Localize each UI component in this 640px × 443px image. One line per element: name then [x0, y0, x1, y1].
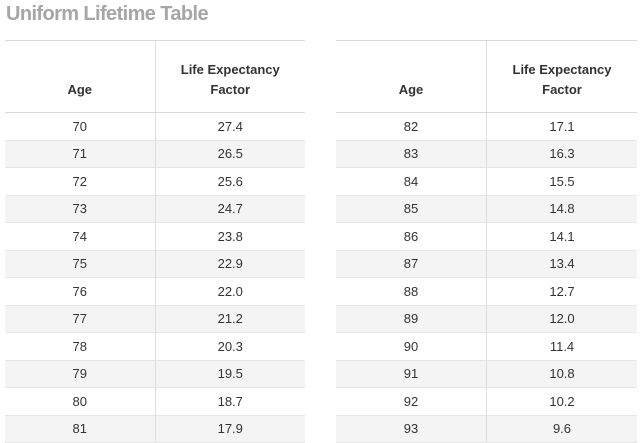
column-header: Age	[5, 40, 155, 113]
factor-cell: 10.2	[486, 387, 637, 416]
table-row: 80 18.7	[5, 387, 305, 416]
age-cell: 85	[336, 195, 487, 223]
table-row: 77 21.2	[5, 305, 305, 333]
table-row: 93 9.6	[336, 415, 637, 443]
factor-cell: 16.3	[486, 140, 637, 168]
column-header-text: Age	[398, 82, 424, 97]
title: Uniform Lifetime Table	[6, 3, 209, 25]
age-cell: 81	[5, 415, 155, 443]
table-row: 83 16.3	[336, 140, 637, 168]
lifetime-table: Age Life Expectancy Factor 70 27.4 71 26.5 72 2…	[5, 40, 305, 443]
age-cell: 91	[336, 360, 487, 388]
table-row: 72 25.6	[5, 167, 305, 196]
age-cell: 75	[5, 250, 155, 278]
table-row: 84 15.5	[336, 167, 637, 196]
age-cell: 86	[336, 222, 487, 251]
factor-cell: 17.9	[154, 415, 305, 443]
column-header: Age	[336, 40, 487, 113]
factor-cell: 22.0	[154, 277, 305, 306]
column-header: Life Expectancy Factor	[154, 40, 305, 113]
table-row: 73 24.7	[5, 195, 305, 223]
factor-cell: 13.4	[486, 250, 637, 278]
table-row: 76 22.0	[5, 277, 305, 306]
factor-cell: 20.3	[154, 332, 305, 361]
factor-cell: 11.4	[486, 332, 637, 361]
factor-cell: 12.0	[486, 305, 637, 333]
table-row: 91 10.8	[336, 360, 637, 388]
age-cell: 84	[336, 167, 487, 196]
lifetime-table: Age Life Expectancy Factor 82 17.1 83 16.3 84 1…	[336, 40, 637, 443]
factor-cell: 15.5	[486, 167, 637, 196]
age-cell: 77	[5, 305, 155, 333]
factor-cell: 22.9	[154, 250, 305, 278]
age-cell: 71	[5, 140, 155, 168]
age-cell: 74	[5, 222, 155, 251]
table-row: 75 22.9	[5, 250, 305, 278]
age-cell: 70	[5, 112, 155, 141]
table-row: 74 23.8	[5, 222, 305, 251]
factor-cell: 12.7	[486, 277, 637, 306]
table-row: 86 14.1	[336, 222, 637, 251]
age-cell: 89	[336, 305, 487, 333]
factor-cell: 14.1	[486, 222, 637, 251]
table-row: 90 11.4	[336, 332, 637, 361]
age-cell: 80	[5, 387, 155, 416]
age-cell: 83	[336, 140, 487, 168]
factor-cell: 18.7	[154, 387, 305, 416]
table-head: Age Life Expectancy Factor	[336, 40, 637, 113]
age-cell: 93	[336, 415, 487, 443]
factor-cell: 14.8	[486, 195, 637, 223]
age-cell: 79	[5, 360, 155, 388]
table-row: 81 17.9	[5, 415, 305, 443]
column-header-text: Age	[67, 82, 93, 97]
factor-cell: 21.2	[154, 305, 305, 333]
factor-cell: 23.8	[154, 222, 305, 251]
factor-cell: 9.6	[486, 415, 637, 443]
table-row: 79 19.5	[5, 360, 305, 388]
factor-cell: 17.1	[486, 112, 637, 141]
factor-cell: 25.6	[154, 167, 305, 196]
factor-cell: 19.5	[154, 360, 305, 388]
column-header-text: Life Expectancy Factor	[512, 62, 612, 97]
age-cell: 92	[336, 387, 487, 416]
table-row: 82 17.1	[336, 112, 637, 141]
age-cell: 76	[5, 277, 155, 306]
table-row: 85 14.8	[336, 195, 637, 223]
age-cell: 78	[5, 332, 155, 361]
age-cell: 72	[5, 167, 155, 196]
age-cell: 82	[336, 112, 487, 141]
table-row: 87 13.4	[336, 250, 637, 278]
age-cell: 90	[336, 332, 487, 361]
header-row: Age Life Expectancy Factor	[336, 40, 637, 113]
table-row: 70 27.4	[5, 112, 305, 141]
table-row: 88 12.7	[336, 277, 637, 306]
table-head: Age Life Expectancy Factor	[5, 40, 305, 113]
page-body: Uniform Lifetime Table Age Life Expectanc…	[5, 3, 637, 443]
header-row: Age Life Expectancy Factor	[5, 40, 305, 113]
factor-cell: 24.7	[154, 195, 305, 223]
table-row: 92 10.2	[336, 387, 637, 416]
age-cell: 87	[336, 250, 487, 278]
table-row: 71 26.5	[5, 140, 305, 168]
column-header: Life Expectancy Factor	[486, 40, 637, 113]
factor-cell: 10.8	[486, 360, 637, 388]
factor-cell: 27.4	[154, 112, 305, 141]
page: {"title": "Uniform Lifetime Table", "tab…	[5, 3, 637, 443]
age-cell: 88	[336, 277, 487, 306]
factor-cell: 26.5	[154, 140, 305, 168]
table-body: 70 27.4 71 26.5 72 25.6 73 24.7 74 23.8 75 22.9 76 22…	[5, 112, 305, 443]
table-body: 82 17.1 83 16.3 84 15.5 85 14.8 86 14.1 87 13.4 88 12…	[336, 112, 637, 443]
table-row: 89 12.0	[336, 305, 637, 333]
age-cell: 73	[5, 195, 155, 223]
column-header-text: Life Expectancy Factor	[180, 62, 280, 97]
table-row: 78 20.3	[5, 332, 305, 361]
